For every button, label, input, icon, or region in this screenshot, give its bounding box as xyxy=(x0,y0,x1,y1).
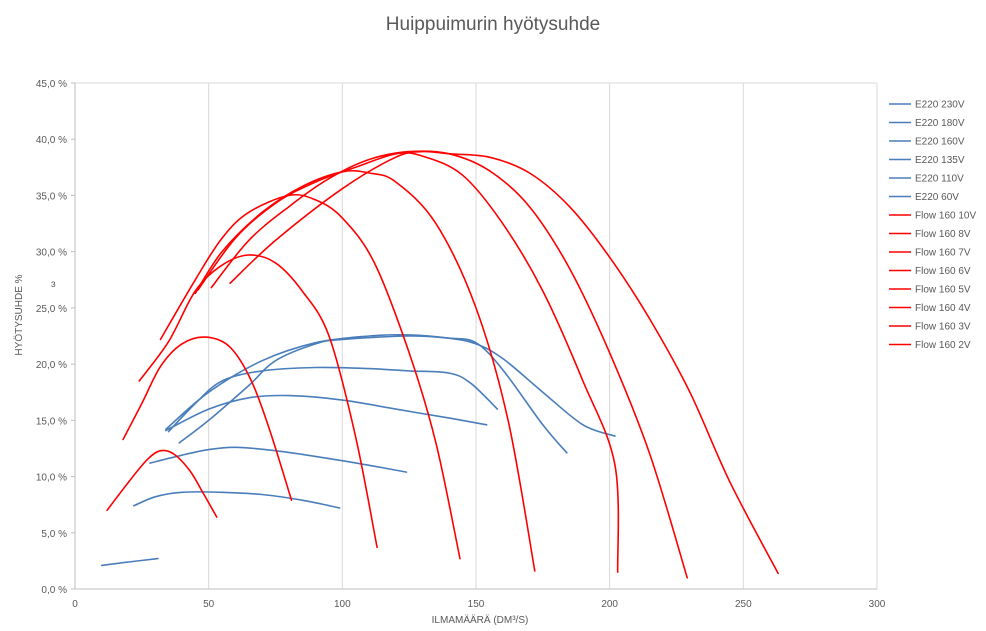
side-mark: ɜ xyxy=(51,279,56,290)
x-tick-label: 250 xyxy=(735,599,752,610)
series-line-flow-160-4v xyxy=(138,254,378,549)
y-tick-label: 0,0 % xyxy=(41,585,67,596)
y-tick-label: 30,0 % xyxy=(36,248,67,259)
x-tick-label: 200 xyxy=(601,599,618,610)
axes: 0 50 100 150 200 250 300 0,0 % 5,0 % 10,0 % 15,0 %… xyxy=(36,79,886,610)
x-axis-title: ILMAMÄÄRÄ (DM³/S) xyxy=(432,614,529,626)
series-line-e220-160v xyxy=(167,366,499,433)
legend-label-flow-160-6v: Flow 160 6V xyxy=(915,266,971,277)
y-tick-label: 40,0 % xyxy=(36,135,67,146)
y-tick-label: 45,0 % xyxy=(36,79,67,90)
series-lines xyxy=(100,150,779,579)
legend: E220 230V E220 180V E220 160V E220 135V E220… xyxy=(889,100,976,351)
chart-title: Huippuimurin hyötysuhde xyxy=(385,14,601,35)
legend-label-flow-160-4v: Flow 160 4V xyxy=(915,303,971,314)
series-line-flow-160-6v xyxy=(194,169,536,572)
y-axis-title: HYÖTYSUHDE % xyxy=(13,274,25,355)
legend-label-e220-135v: E220 135V xyxy=(915,155,965,166)
x-tick-label: 50 xyxy=(203,599,215,610)
series-line-flow-160-5v xyxy=(159,193,461,560)
series-line-e220-110v xyxy=(149,446,408,473)
y-tick-label: 20,0 % xyxy=(36,360,67,371)
series-line-e220-60v xyxy=(133,491,341,509)
x-tick-label: 100 xyxy=(334,599,351,610)
y-tick-label: 25,0 % xyxy=(36,304,67,315)
x-tick-label: 150 xyxy=(468,599,485,610)
legend-label-e220-60v: E220 60V xyxy=(915,192,959,203)
legend-label-flow-160-3v: Flow 160 3V xyxy=(915,322,971,333)
y-tick-label: 5,0 % xyxy=(41,529,67,540)
series-line-flow-160-10v xyxy=(229,150,779,575)
y-tick-label: 35,0 % xyxy=(36,191,67,202)
legend-label-flow-160-10v: Flow 160 10V xyxy=(915,211,976,222)
series-line-flow-160-2v xyxy=(106,449,218,518)
x-tick-label: 0 xyxy=(72,599,78,610)
y-tick-label: 10,0 % xyxy=(36,473,67,484)
series-line-unlabeled xyxy=(100,557,159,567)
legend-label-e220-110v: E220 110V xyxy=(915,174,964,185)
series-line-flow-160-7v xyxy=(197,151,620,573)
legend-label-flow-160-5v: Flow 160 5V xyxy=(915,285,971,296)
y-tick-label: 15,0 % xyxy=(36,416,67,427)
legend-label-e220-180v: E220 180V xyxy=(915,118,965,129)
legend-label-flow-160-7v: Flow 160 7V xyxy=(915,248,971,259)
legend-label-e220-230v: E220 230V xyxy=(915,100,965,111)
legend-label-flow-160-2v: Flow 160 2V xyxy=(915,340,971,351)
series-line-e220-135v xyxy=(165,394,488,432)
series-line-flow-160-3v xyxy=(122,336,293,501)
x-tick-label: 300 xyxy=(869,599,886,610)
legend-label-flow-160-8v: Flow 160 8V xyxy=(915,229,971,240)
gridlines xyxy=(74,82,878,589)
legend-label-e220-160v: E220 160V xyxy=(915,137,965,148)
series-line-flow-160-8v xyxy=(210,150,688,579)
series-line-e220-180v xyxy=(178,335,568,454)
